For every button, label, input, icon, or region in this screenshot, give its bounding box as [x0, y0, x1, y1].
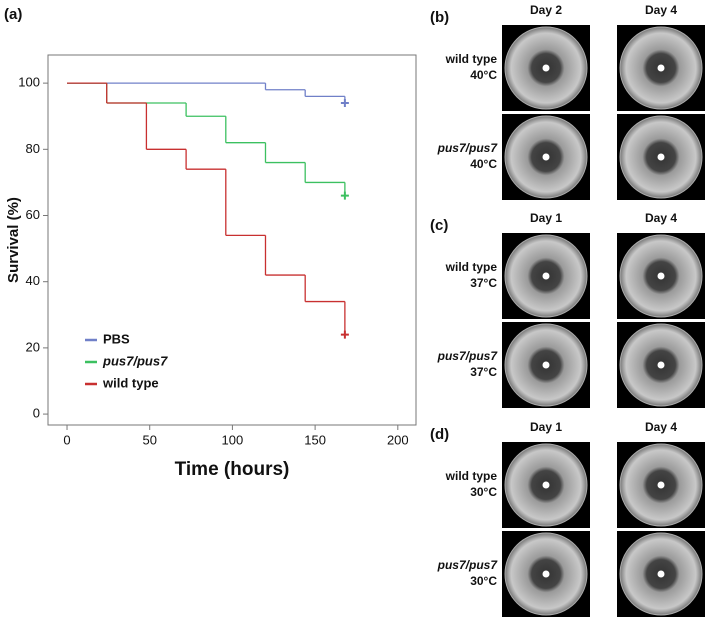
x-tick-label: 0 — [63, 432, 70, 447]
center-dot — [657, 570, 665, 578]
center-dot — [542, 481, 550, 489]
x-tick-label: 100 — [222, 432, 244, 447]
x-tick-label: 200 — [387, 432, 409, 447]
center-dot — [657, 361, 665, 369]
temp-label: 40°C — [470, 157, 497, 171]
temp-label: 37°C — [470, 276, 497, 290]
center-dot — [542, 64, 550, 72]
y-tick-label: 100 — [18, 75, 40, 90]
center-dot — [542, 361, 550, 369]
legend-label: wild type — [102, 375, 159, 390]
y-tick-label: 40 — [26, 273, 40, 288]
center-dot — [542, 153, 550, 161]
panel-label: (b) — [430, 9, 449, 26]
day-header: Day 1 — [530, 420, 562, 434]
center-dot — [657, 272, 665, 280]
strain-label: wild type — [445, 260, 498, 274]
plot-frame — [47, 54, 417, 426]
strain-label: pus7/pus7 — [437, 558, 499, 572]
day-header: Day 4 — [645, 211, 677, 225]
center-dot — [657, 153, 665, 161]
center-dot — [657, 64, 665, 72]
x-tick-label: 150 — [304, 432, 326, 447]
x-tick-label: 50 — [142, 432, 156, 447]
day-header: Day 1 — [530, 211, 562, 225]
y-tick-label: 80 — [26, 141, 40, 156]
panel-label: (a) — [4, 6, 22, 23]
legend-label: pus7/pus7 — [102, 353, 168, 368]
censor-mark — [340, 330, 349, 339]
legend-label: PBS — [103, 331, 130, 346]
day-header: Day 4 — [645, 3, 677, 17]
temp-label: 37°C — [470, 365, 497, 379]
censor-mark — [340, 191, 349, 200]
temp-label: 40°C — [470, 68, 497, 82]
y-tick-label: 0 — [33, 406, 40, 421]
y-tick-label: 20 — [26, 339, 40, 354]
center-dot — [542, 272, 550, 280]
day-header: Day 4 — [645, 420, 677, 434]
y-axis-label: Survival (%) — [5, 197, 22, 283]
y-tick-label: 60 — [26, 207, 40, 222]
strain-label: wild type — [445, 52, 498, 66]
temp-label: 30°C — [470, 574, 497, 588]
center-dot — [542, 570, 550, 578]
day-header: Day 2 — [530, 3, 562, 17]
temp-label: 30°C — [470, 485, 497, 499]
panel-label: (d) — [430, 426, 449, 443]
x-axis-label: Time (hours) — [175, 459, 290, 480]
censor-mark — [340, 98, 349, 107]
panel-label: (c) — [430, 217, 448, 234]
strain-label: pus7/pus7 — [437, 141, 499, 155]
strain-label: wild type — [445, 469, 498, 483]
strain-label: pus7/pus7 — [437, 349, 499, 363]
center-dot — [657, 481, 665, 489]
